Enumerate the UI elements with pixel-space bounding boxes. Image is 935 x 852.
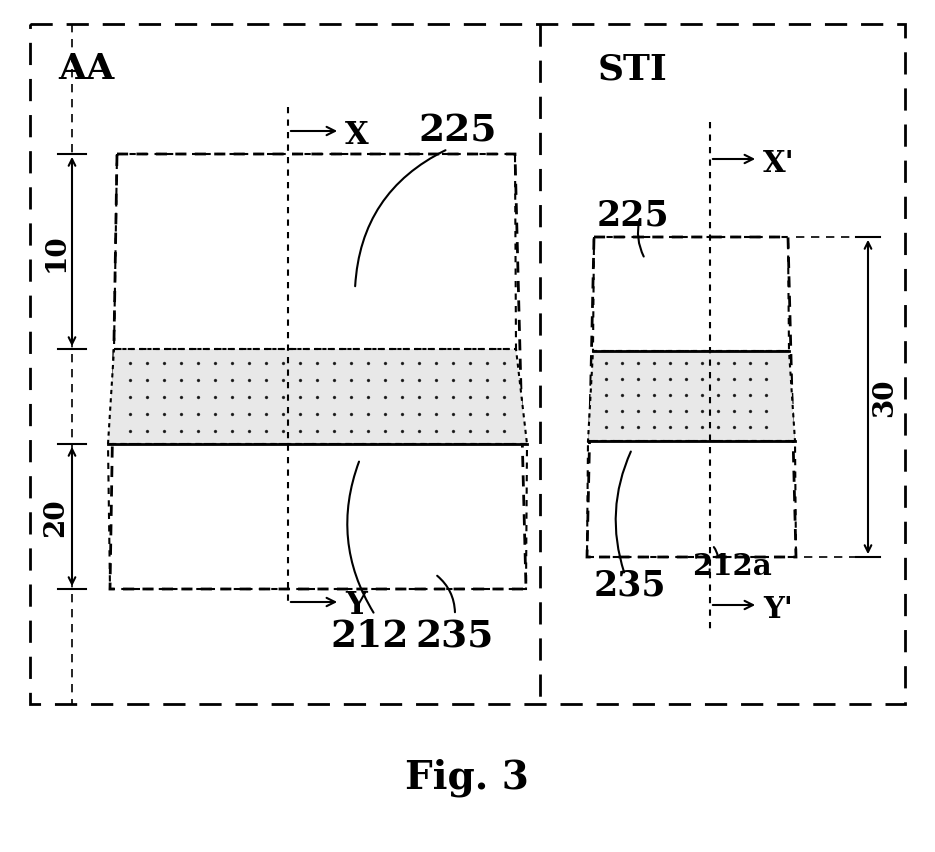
Polygon shape: [588, 352, 795, 441]
Text: Y: Y: [345, 590, 367, 621]
Text: STI: STI: [598, 52, 668, 86]
Text: X': X': [763, 148, 795, 177]
Text: 30: 30: [871, 378, 899, 417]
Text: 10: 10: [42, 233, 69, 272]
Text: 235: 235: [594, 567, 667, 602]
Text: 225: 225: [418, 112, 496, 149]
Text: Y': Y': [763, 594, 793, 623]
Text: 225: 225: [597, 198, 669, 232]
Text: 212: 212: [330, 618, 409, 654]
Text: X: X: [345, 119, 368, 150]
Text: 212a: 212a: [692, 551, 771, 580]
Bar: [30, 25, 905, 704]
Text: 20: 20: [42, 498, 69, 536]
Polygon shape: [587, 238, 796, 557]
Text: AA: AA: [58, 52, 114, 86]
Polygon shape: [108, 349, 527, 445]
Text: Fig. 3: Fig. 3: [405, 758, 529, 797]
Text: 235: 235: [415, 618, 494, 654]
Polygon shape: [110, 155, 526, 590]
